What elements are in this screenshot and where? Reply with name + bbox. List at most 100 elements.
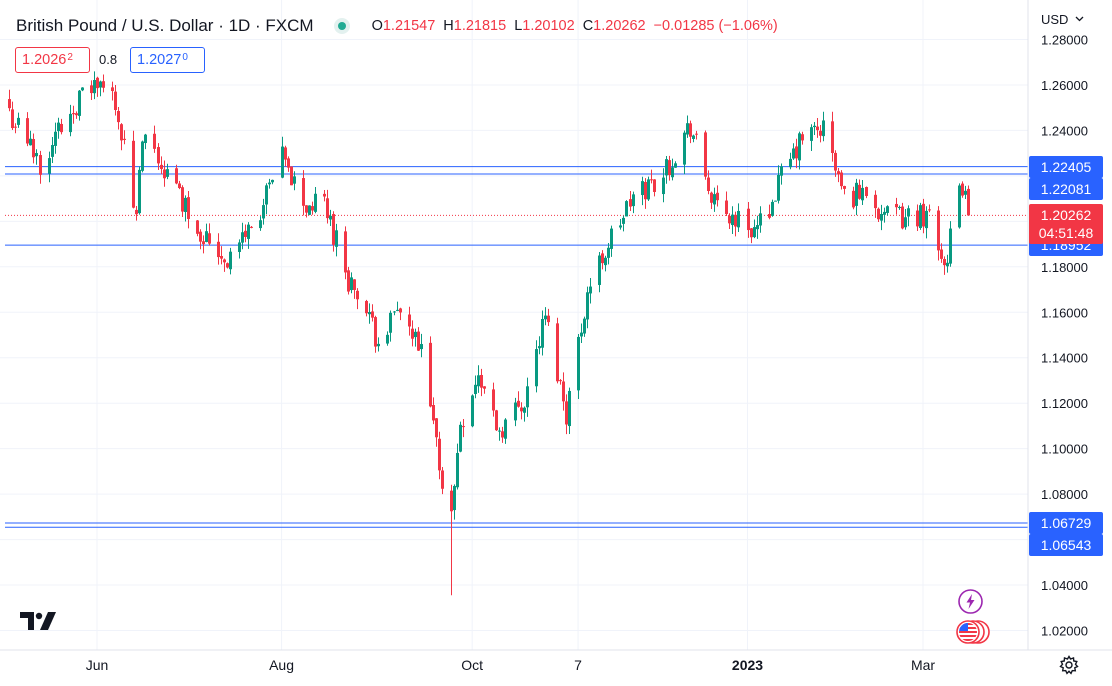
sell-price-pip: 2 xyxy=(67,51,73,63)
candle-down xyxy=(644,178,647,209)
candle-down xyxy=(961,181,964,198)
symbol-title[interactable]: British Pound / U.S. Dollar · 1D · FXCM xyxy=(16,16,314,35)
candle-down xyxy=(323,189,326,202)
candle-up xyxy=(907,205,910,227)
candle-down xyxy=(816,118,819,138)
candle-down xyxy=(250,225,253,229)
candle-up xyxy=(949,221,952,267)
candle-up xyxy=(262,198,265,225)
line-price-tag[interactable]: 1.22081 xyxy=(1029,177,1103,200)
candle-down xyxy=(843,185,846,195)
candle-up xyxy=(335,223,338,257)
candle-up xyxy=(665,155,668,184)
last-price-tag[interactable]: 1.20262 04:51:48 xyxy=(1029,204,1103,245)
candle-down xyxy=(840,170,843,190)
candle-down xyxy=(305,205,308,218)
chart-header: British Pound / U.S. Dollar · 1D · FXCM … xyxy=(16,14,786,38)
currency-selector[interactable]: USD xyxy=(1041,12,1084,27)
chart-grid xyxy=(0,0,1028,650)
price-tick-label: 1.14000 xyxy=(1041,351,1088,366)
candle-down xyxy=(284,145,287,167)
candle-down xyxy=(353,279,356,299)
candle-up xyxy=(308,205,311,216)
horizontal-lines[interactable] xyxy=(5,166,1028,528)
candle-down xyxy=(429,336,432,408)
candle-down xyxy=(501,426,504,443)
candle-up xyxy=(861,179,864,206)
candle-down xyxy=(102,74,105,93)
candle-down xyxy=(187,191,190,229)
candle-up xyxy=(610,225,613,257)
ohlc-value: −0.01285 (−1.06%) xyxy=(653,18,778,34)
line-price-tag[interactable]: 1.06729 xyxy=(1029,512,1103,534)
candle-up xyxy=(48,151,51,183)
candle-down xyxy=(408,306,411,336)
lightning-icon[interactable] xyxy=(957,588,984,615)
candle-down xyxy=(831,111,834,162)
ohlc-value: 1.21815 xyxy=(453,18,507,34)
buy-price-pip: 0 xyxy=(182,51,188,63)
candle-down xyxy=(11,101,14,131)
us-flag-icon[interactable] xyxy=(956,618,992,646)
candle-up xyxy=(759,206,762,233)
time-tick-label: Mar xyxy=(911,657,935,673)
candle-up xyxy=(541,310,544,356)
candle-up xyxy=(238,239,241,259)
candle-down xyxy=(928,204,931,213)
candle-down xyxy=(196,220,199,237)
candle-down xyxy=(432,397,435,425)
candle-down xyxy=(181,185,184,217)
candle-down xyxy=(438,431,441,480)
candle-down xyxy=(837,167,840,183)
price-tick-label: 1.26000 xyxy=(1041,78,1088,93)
candle-up xyxy=(166,163,169,180)
candle-down xyxy=(111,81,114,101)
sell-button[interactable]: 1.2026 2 xyxy=(15,47,90,73)
candle-up xyxy=(241,222,244,250)
candle-up xyxy=(141,140,144,173)
price-tick-label: 1.02000 xyxy=(1041,624,1088,639)
bar-countdown: 04:51:48 xyxy=(1038,225,1094,242)
candle-down xyxy=(356,288,359,310)
candle-down xyxy=(858,179,861,200)
candle-down xyxy=(120,123,123,151)
candle-down xyxy=(39,150,42,184)
candle-up xyxy=(753,219,756,239)
ohlc-key: L xyxy=(514,18,523,34)
candle-up xyxy=(265,183,268,215)
time-tick-label: 7 xyxy=(574,657,582,673)
ohlc-key: O xyxy=(371,18,383,34)
candle-down xyxy=(916,204,919,232)
candle-up xyxy=(184,195,187,222)
candle-down xyxy=(302,170,305,216)
candle-up xyxy=(647,176,650,201)
candle-down xyxy=(795,138,798,169)
candle-up xyxy=(456,443,459,490)
line-price-tag[interactable]: 1.06543 xyxy=(1029,534,1103,556)
candle-up xyxy=(946,254,949,273)
candle-up xyxy=(17,112,20,128)
market-status-icon[interactable] xyxy=(333,18,350,34)
candle-down xyxy=(834,150,837,177)
candle-down xyxy=(157,143,160,171)
candle-down xyxy=(96,76,99,97)
gear-icon[interactable] xyxy=(1059,655,1079,675)
buy-button[interactable]: 1.2027 0 xyxy=(130,47,205,73)
candle-up xyxy=(598,251,601,293)
candle-up xyxy=(671,158,674,181)
candle-up xyxy=(386,331,389,346)
candle-down xyxy=(220,246,223,265)
candles xyxy=(8,71,970,596)
line-price-tag[interactable]: 1.22405 xyxy=(1029,155,1103,178)
last-price-value: 1.20262 xyxy=(1040,207,1092,224)
candle-up xyxy=(662,168,665,203)
candle-down xyxy=(14,123,17,134)
candle-down xyxy=(492,382,495,417)
candle-down xyxy=(728,213,731,230)
candle-down xyxy=(601,250,604,270)
candle-down xyxy=(716,185,719,207)
candle-up xyxy=(880,204,883,231)
tradingview-logo-icon[interactable] xyxy=(20,610,58,632)
